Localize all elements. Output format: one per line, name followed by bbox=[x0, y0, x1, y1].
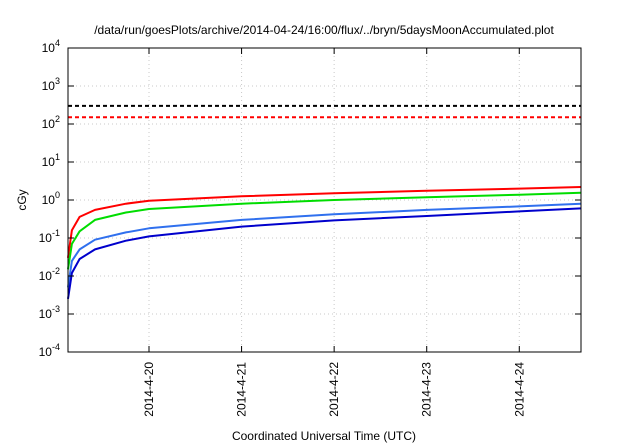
y-tick-label: 101 bbox=[42, 152, 60, 169]
series-line-2 bbox=[67, 191, 582, 270]
x-tick-label: 2014-4-22 bbox=[327, 362, 341, 417]
y-tick-label: 102 bbox=[42, 114, 60, 131]
series-line-3 bbox=[67, 202, 582, 288]
y-tick-label: 104 bbox=[42, 38, 60, 55]
y-tick-label: 103 bbox=[42, 76, 60, 93]
x-tick-label: 2014-4-24 bbox=[512, 362, 526, 417]
chart-title: /data/run/goesPlots/archive/2014-04-24/1… bbox=[94, 23, 554, 37]
y-tick-label: 10-2 bbox=[39, 266, 60, 283]
y-tick-label: 10-3 bbox=[39, 304, 60, 321]
series-line-1 bbox=[67, 186, 582, 259]
series-lines bbox=[67, 186, 582, 300]
x-tick-label: 2014-4-20 bbox=[142, 362, 156, 417]
y-tick-label: 10-4 bbox=[39, 342, 60, 359]
threshold-lines bbox=[68, 104, 581, 119]
x-tick-label: 2014-4-23 bbox=[420, 362, 434, 417]
y-ticks: 10-4 10-3 10-2 10-1 100 101 102 103 104 bbox=[39, 38, 581, 359]
x-axis-label: Coordinated Universal Time (UTC) bbox=[232, 429, 416, 443]
y-axis-label: cGy bbox=[15, 189, 29, 210]
series-line-4 bbox=[67, 207, 582, 300]
y-tick-label: 10-1 bbox=[39, 228, 60, 245]
x-ticks: 2014-4-20 2014-4-21 2014-4-22 2014-4-23 2014… bbox=[142, 48, 526, 417]
y-tick-label: 100 bbox=[42, 190, 60, 207]
x-tick-label: 2014-4-21 bbox=[235, 362, 249, 417]
